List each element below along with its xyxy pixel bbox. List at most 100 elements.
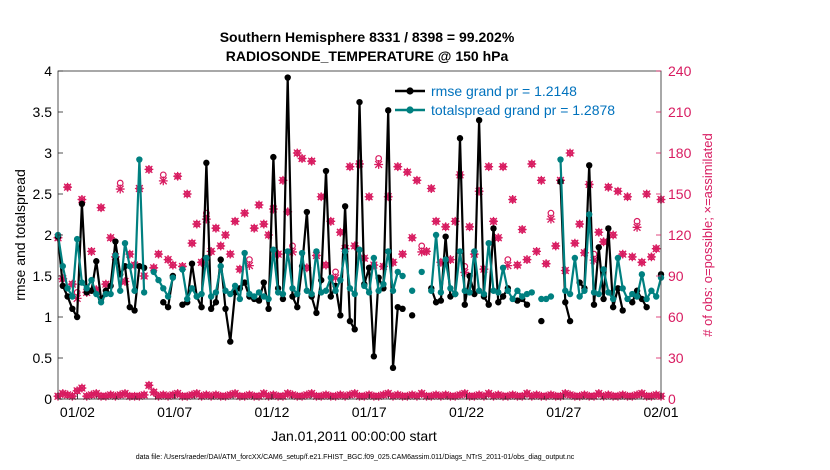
spread-point-83 bbox=[452, 290, 459, 298]
obs-assimilated-point-low-53 bbox=[307, 389, 317, 398]
obs-assimilated-point-low-100 bbox=[532, 390, 541, 400]
obs-assimilated-point-high-91 bbox=[489, 216, 498, 226]
spread-point-34 bbox=[217, 262, 224, 270]
rmse-point-2 bbox=[64, 293, 71, 300]
obs-assimilated-point-low-28 bbox=[187, 390, 197, 400]
rmse-point-35 bbox=[222, 305, 229, 312]
obs-assimilated-point-low-69 bbox=[383, 389, 393, 398]
obs-assimilated-point-high-8 bbox=[91, 285, 101, 295]
rmse-point-116 bbox=[609, 303, 617, 311]
obs-assimilated-point-low-41 bbox=[249, 391, 259, 401]
obs-assimilated-point-low-47 bbox=[278, 391, 288, 401]
obs-assimilated-point-high-67 bbox=[374, 160, 384, 169]
y-right-tick-label-5: 150 bbox=[668, 186, 692, 202]
obs-assimilated-point-high-47 bbox=[278, 175, 288, 185]
legend-spread-marker bbox=[406, 106, 414, 114]
spread-point-40 bbox=[246, 290, 253, 298]
spread-point-58 bbox=[332, 287, 339, 294]
obs-assimilated-point-low-24 bbox=[168, 390, 178, 400]
obs-assimilated-point-high-56 bbox=[321, 260, 331, 270]
obs-assimilated-point-high-95 bbox=[508, 195, 518, 204]
obs-assimilated-point-low-71 bbox=[393, 390, 403, 400]
obs-assimilated-point-low-86 bbox=[465, 391, 474, 401]
obs-assimilated-point-high-110 bbox=[580, 248, 589, 258]
obs-assimilated-point-low-102 bbox=[541, 391, 551, 401]
rmse-point-54 bbox=[313, 309, 320, 317]
obs-assimilated-point-low-2 bbox=[63, 390, 72, 400]
spread-point-94 bbox=[504, 287, 512, 294]
obs-assimilated-point-high-53 bbox=[307, 156, 317, 166]
spread-point-16 bbox=[131, 287, 138, 294]
spread-point-23 bbox=[164, 293, 172, 300]
legend-rmse-marker bbox=[406, 87, 414, 95]
spread-point-88 bbox=[475, 287, 483, 294]
spread-point-57 bbox=[327, 274, 334, 281]
obs-assimilated-point-high-14 bbox=[120, 277, 130, 286]
spread-point-72 bbox=[399, 272, 406, 280]
obs-assimilated-point-high-13 bbox=[115, 184, 125, 194]
obs-assimilated-point-high-50 bbox=[292, 148, 302, 158]
obs-assimilated-point-low-34 bbox=[216, 391, 226, 401]
obs-assimilated-point-high-5 bbox=[77, 195, 87, 204]
obs-assimilated-point-low-11 bbox=[106, 390, 116, 400]
obs-assimilated-point-high-10 bbox=[101, 279, 111, 289]
obs-assimilated-point-high-27 bbox=[182, 189, 192, 199]
obs-assimilated-point-high-36 bbox=[225, 249, 235, 259]
obs-assimilated-point-low-80 bbox=[436, 391, 446, 401]
rmse-point-69 bbox=[385, 107, 392, 114]
spread-point-120 bbox=[629, 290, 636, 298]
spread-point-103 bbox=[547, 293, 555, 300]
rmse-point-62 bbox=[351, 326, 358, 333]
rmse-point-92 bbox=[495, 299, 502, 306]
spread-point-123 bbox=[643, 295, 650, 303]
obs-assimilated-point-low-123 bbox=[642, 391, 652, 401]
obs-assimilated-point-low-96 bbox=[513, 391, 522, 401]
footnote: data file: /Users/raeder/DAI/ATM_forcXX/… bbox=[136, 454, 575, 461]
spread-point-87 bbox=[471, 248, 478, 255]
obs-assimilated-point-low-83 bbox=[450, 391, 460, 401]
rmse-point-98 bbox=[523, 301, 531, 308]
obs-assimilated-point-low-68 bbox=[379, 390, 388, 400]
obs-assimilated-point-low-95 bbox=[508, 390, 518, 400]
rmse-point-47 bbox=[279, 295, 287, 303]
rmse-point-44 bbox=[265, 305, 272, 312]
spread-point-64 bbox=[361, 282, 368, 290]
obs-assimilated-point-high-94 bbox=[503, 261, 513, 271]
spread-point-101 bbox=[538, 295, 545, 303]
spread-point-78 bbox=[428, 287, 435, 294]
rmse-point-31 bbox=[203, 159, 210, 167]
spread-point-60 bbox=[341, 248, 349, 255]
obs-assimilated-point-high-119 bbox=[623, 192, 632, 202]
spread-point-8 bbox=[93, 290, 100, 298]
spread-point-18 bbox=[140, 289, 148, 296]
rmse-point-26 bbox=[179, 301, 186, 308]
spread-point-51 bbox=[298, 249, 306, 257]
obs-assimilated-point-high-117 bbox=[613, 186, 623, 196]
spread-point-59 bbox=[337, 276, 344, 284]
obs-assimilated-point-low-14 bbox=[120, 389, 130, 398]
obs-assimilated-point-low-114 bbox=[599, 391, 608, 401]
obs-assimilated-point-high-51 bbox=[297, 154, 307, 163]
obs-assimilated-point-low-52 bbox=[302, 390, 312, 400]
y-right-tick-label-3: 90 bbox=[668, 268, 684, 284]
spread-point-62 bbox=[351, 290, 358, 298]
spread-point-65 bbox=[365, 289, 373, 296]
obs-assimilated-point-high-20 bbox=[149, 263, 159, 273]
obs-assimilated-point-low-85 bbox=[460, 389, 470, 398]
rmse-point-39 bbox=[241, 279, 248, 286]
spread-point-33 bbox=[212, 289, 220, 296]
obs-assimilated-point-high-38 bbox=[235, 264, 245, 274]
obs-assimilated-point-low-19 bbox=[144, 380, 154, 390]
spread-point-36 bbox=[227, 290, 234, 298]
obs-assimilated-point-high-99 bbox=[527, 159, 537, 169]
obs-assimilated-point-low-22 bbox=[158, 390, 168, 400]
obs-assimilated-point-high-35 bbox=[221, 230, 230, 240]
obs-assimilated-point-low-57 bbox=[326, 391, 336, 401]
spread-point-108 bbox=[571, 254, 579, 262]
legend: rmse grand pr = 1.2148 totalspread grand… bbox=[395, 83, 615, 118]
rmse-point-52 bbox=[303, 208, 311, 216]
rmse-point-120 bbox=[629, 299, 636, 306]
obs-assimilated-point-high-109 bbox=[575, 219, 585, 229]
obs-assimilated-point-high-39 bbox=[240, 208, 250, 218]
obs-assimilated-point-low-110 bbox=[580, 390, 589, 400]
